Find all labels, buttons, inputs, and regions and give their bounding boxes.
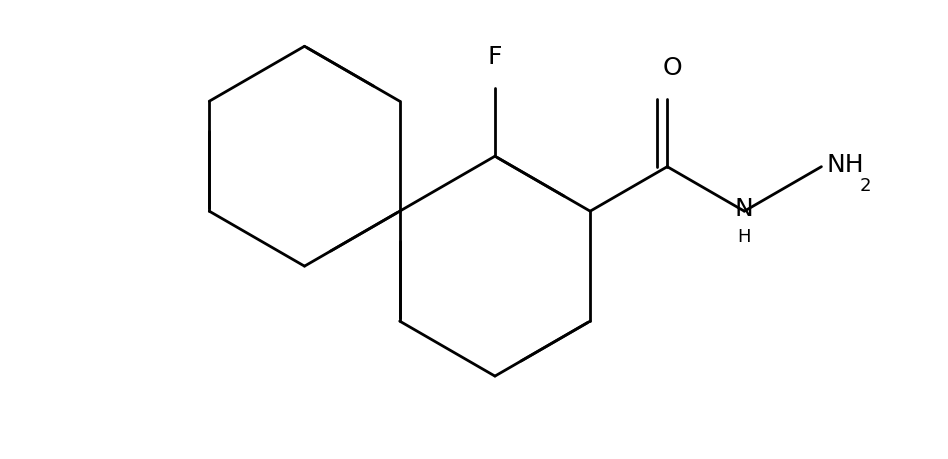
Text: NH: NH [827, 152, 865, 177]
Text: F: F [487, 45, 502, 69]
Text: O: O [663, 56, 683, 80]
Text: H: H [738, 229, 751, 246]
Text: 2: 2 [860, 177, 871, 195]
Text: N: N [735, 197, 754, 221]
